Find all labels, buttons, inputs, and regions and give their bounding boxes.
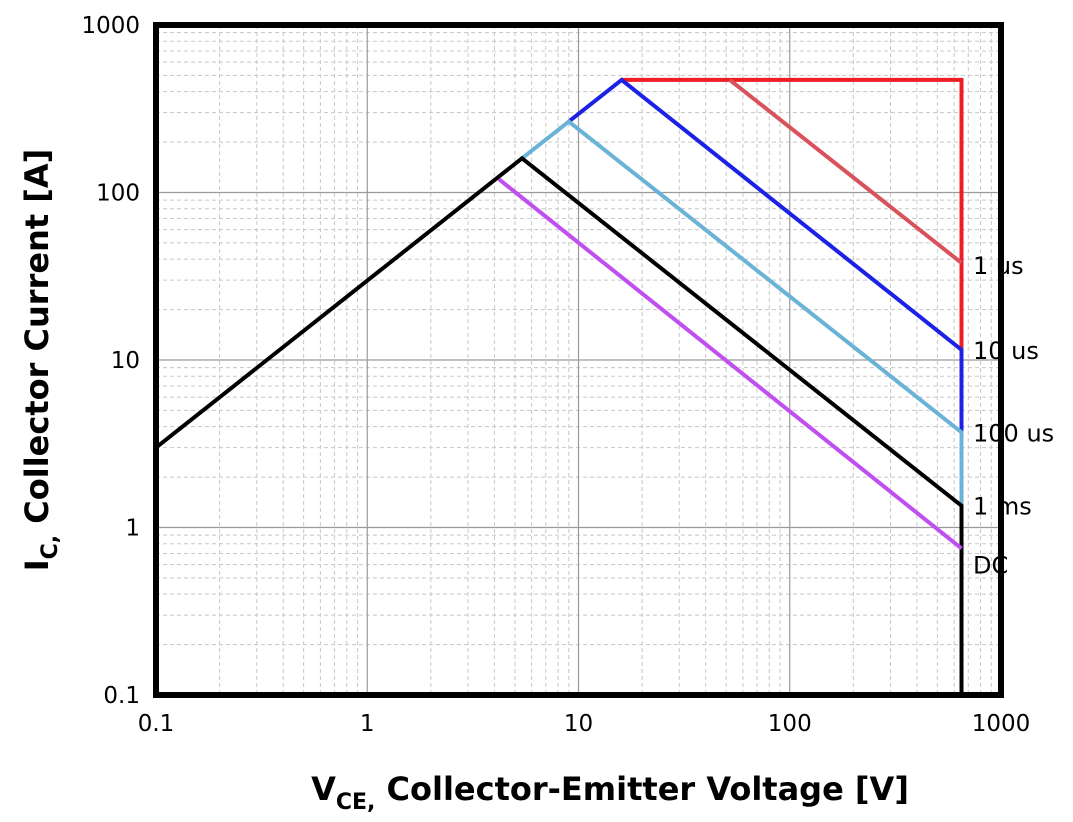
x-tick-label: 0.1 bbox=[138, 711, 175, 737]
series-line-100-us bbox=[520, 119, 964, 695]
x-axis-title-main: V bbox=[311, 770, 336, 808]
y-tick-labels: 0.1 1 10 100 1000 bbox=[81, 13, 140, 709]
y-tick-label: 10 bbox=[111, 348, 140, 374]
series-label: 10 us bbox=[973, 337, 1039, 365]
x-tick-labels: 0.1 1 10 100 1000 bbox=[138, 711, 1031, 737]
series-layer bbox=[154, 77, 964, 695]
y-axis-title-rest: Collector Current [A] bbox=[18, 149, 56, 535]
series-label: 1 ms bbox=[973, 493, 1032, 521]
x-axis-title-sub: CE, bbox=[336, 790, 376, 815]
series-line-1-ms bbox=[154, 155, 964, 695]
x-axis-title-rest: Collector-Emitter Voltage [V] bbox=[375, 770, 909, 808]
y-tick-label: 1 bbox=[125, 516, 140, 542]
y-tick-label: 100 bbox=[96, 181, 140, 207]
x-axis-title: VCE, Collector-Emitter Voltage [V] bbox=[311, 770, 909, 815]
series-line-1-us bbox=[728, 78, 963, 265]
series-label: 100 us bbox=[973, 419, 1054, 447]
x-tick-label: 1 bbox=[360, 711, 375, 737]
y-axis-title-sub: C, bbox=[38, 535, 63, 560]
y-axis-title-main: I bbox=[18, 559, 56, 571]
y-tick-label: 1000 bbox=[81, 13, 140, 39]
series-line-dc bbox=[497, 177, 963, 550]
series-label: 1 us bbox=[973, 252, 1024, 280]
series-label: DC bbox=[973, 552, 1008, 580]
x-tick-label: 10 bbox=[564, 711, 593, 737]
x-tick-label: 100 bbox=[768, 711, 812, 737]
series-labels: 1 us 10 us 100 us 1 ms DC bbox=[973, 252, 1054, 580]
y-axis-title: IC, Collector Current [A] bbox=[18, 149, 63, 572]
y-tick-label: 0.1 bbox=[103, 683, 140, 709]
x-tick-label: 1000 bbox=[972, 711, 1031, 737]
plot-frame bbox=[153, 22, 1004, 698]
series-line-1-us bbox=[621, 77, 964, 695]
